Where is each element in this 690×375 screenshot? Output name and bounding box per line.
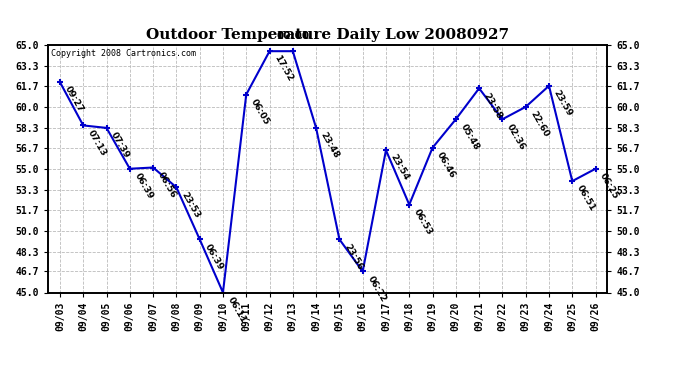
Text: 23:53: 23:53 xyxy=(179,190,201,219)
Text: 06:53: 06:53 xyxy=(412,207,434,237)
Text: 06:39: 06:39 xyxy=(132,171,155,201)
Text: 22:60: 22:60 xyxy=(529,110,551,139)
Text: 02:36: 02:36 xyxy=(505,122,527,151)
Text: 06:11: 06:11 xyxy=(226,295,248,324)
Text: 06:05: 06:05 xyxy=(249,97,271,126)
Title: Outdoor Temperature Daily Low 20080927: Outdoor Temperature Daily Low 20080927 xyxy=(146,28,509,42)
Text: 23:54: 23:54 xyxy=(388,153,411,182)
Text: 06:25: 06:25 xyxy=(598,171,620,201)
Text: 07:13: 07:13 xyxy=(86,128,108,158)
Text: 06:56: 06:56 xyxy=(156,170,178,200)
Text: 06:39: 06:39 xyxy=(202,242,224,272)
Text: 07:39: 07:39 xyxy=(109,131,132,160)
Text: 06:51: 06:51 xyxy=(575,184,597,213)
Text: 17:52: 17:52 xyxy=(273,54,295,83)
Text: 23:56: 23:56 xyxy=(342,242,364,272)
Text: 23:58: 23:58 xyxy=(482,91,504,120)
Text: 06:22: 06:22 xyxy=(366,274,388,303)
Text: 23:59: 23:59 xyxy=(552,88,574,118)
Text: 05:48: 05:48 xyxy=(459,122,481,152)
Text: 00:00: 00:00 xyxy=(276,31,309,41)
Text: Copyright 2008 Cartronics.com: Copyright 2008 Cartronics.com xyxy=(51,49,196,58)
Text: 23:48: 23:48 xyxy=(319,131,341,160)
Text: 09:27: 09:27 xyxy=(63,85,85,114)
Text: 06:46: 06:46 xyxy=(435,150,457,180)
